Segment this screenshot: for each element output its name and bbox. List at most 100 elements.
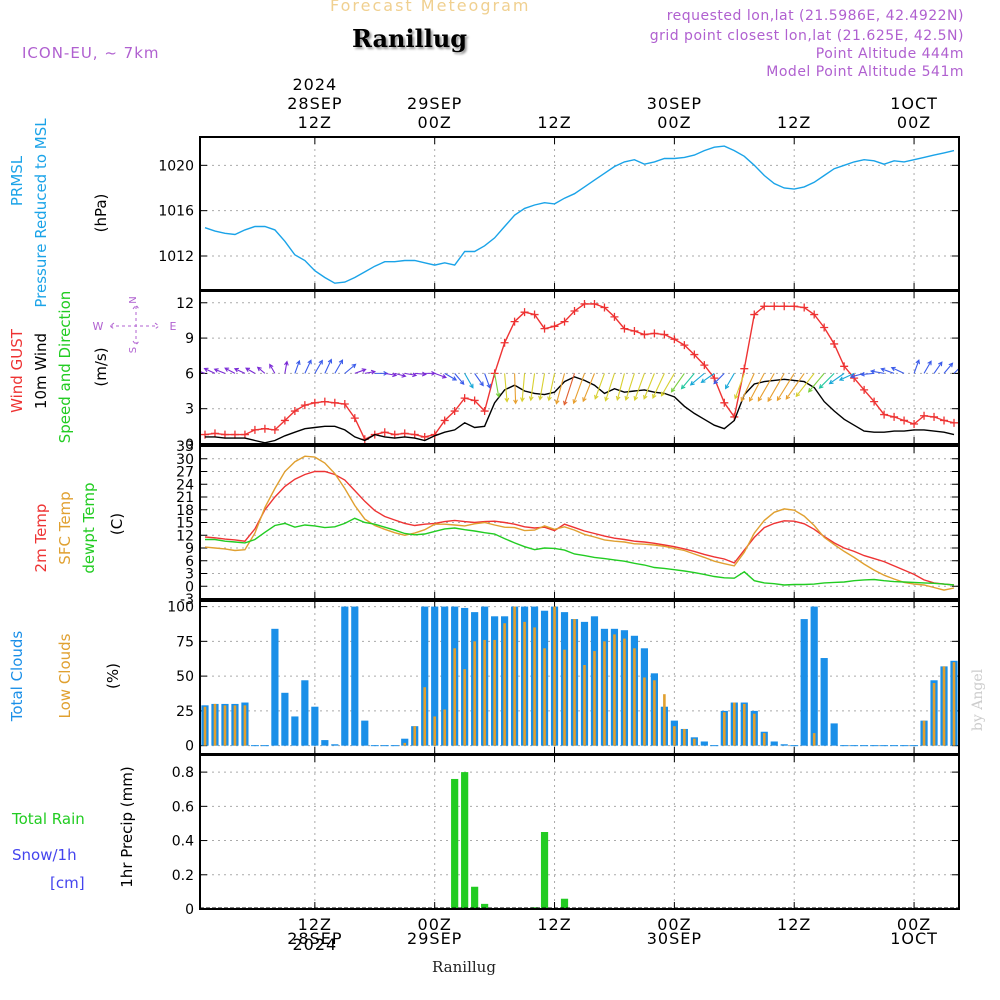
top-date-label: 28SEP	[287, 94, 342, 113]
low_clouds-bar	[732, 702, 736, 746]
gust-marker	[590, 299, 599, 308]
wind-direction-arrow	[913, 359, 921, 374]
panel-frame	[199, 445, 960, 600]
gust-axis-label: Wind GUST	[8, 328, 26, 413]
compass-east: E	[170, 320, 177, 333]
bottom-hour-label: 00Z	[657, 915, 691, 934]
wind-direction-arrow	[933, 361, 943, 374]
wind-direction-arrow	[384, 372, 398, 378]
dewpt-axis-label: dewpt Temp	[80, 482, 98, 573]
y-tick-label: 24	[176, 477, 194, 493]
wind-direction-arrow	[757, 373, 775, 402]
meteogram-title: Forecast Meteogram	[330, 0, 531, 15]
pressure-axis-label-1: PRMSL	[8, 155, 26, 206]
wind-direction-arrow	[785, 373, 805, 400]
rain-bar	[461, 772, 469, 909]
gust-marker	[540, 324, 549, 333]
low_clouds-bar	[623, 638, 626, 746]
gust-marker	[920, 411, 929, 420]
gust-marker	[310, 398, 319, 407]
gust-marker	[350, 414, 359, 423]
wind-direction-arrow	[572, 373, 586, 405]
wind-direction-arrow	[344, 363, 357, 374]
panel-data	[204, 455, 955, 591]
wind-direction-arrow	[547, 373, 556, 402]
clouds-unit-label: (%)	[104, 663, 122, 689]
wind-direction-arrow	[513, 373, 518, 405]
wind-direction-arrow	[474, 373, 484, 387]
bottom-hour-label: 12Z	[298, 915, 332, 934]
y-tick-label: 12	[176, 296, 194, 312]
y-tick-label: 9	[185, 541, 194, 557]
gust-marker	[320, 397, 329, 406]
wind-direction-arrow	[828, 372, 845, 385]
wind-direction-arrow	[748, 373, 765, 402]
y-tick-label: 0.2	[172, 868, 194, 884]
panel-4: 0 25 50 75 100	[167, 600, 960, 755]
compass-south: S	[128, 347, 139, 353]
top-hour-label: 12Z	[298, 113, 332, 132]
y-tick-label: 50	[176, 669, 194, 685]
y-tick-label: 0	[185, 437, 194, 453]
gust-marker	[640, 330, 649, 339]
wind-direction-arrow	[224, 367, 236, 374]
wind-direction-arrow	[484, 373, 492, 389]
model-point-altitude: Model Point Altitude 541m	[766, 64, 964, 80]
gust-marker	[400, 429, 409, 438]
wind-direction-arrow	[643, 373, 655, 400]
wind-direction-arrow	[767, 373, 785, 403]
rain-bar	[481, 903, 489, 909]
wind-direction-arrow	[213, 368, 226, 374]
tsfc-line	[204, 455, 955, 591]
wind-direction-arrow	[725, 373, 735, 390]
low-clouds-axis-label: Low Clouds	[56, 633, 74, 718]
top-hour-label: 12Z	[537, 113, 571, 132]
gust-marker	[480, 407, 489, 416]
y-tick-label: 1016	[158, 204, 194, 220]
low_clouds-bar	[663, 694, 666, 746]
wind-direction-arrow	[795, 373, 815, 398]
low_clouds-bar	[493, 639, 496, 746]
grid-point-lonlat: grid point closest lon,lat (21.625E, 42.…	[649, 28, 964, 44]
low_clouds-bar	[213, 703, 217, 746]
gust-marker	[300, 401, 309, 410]
wind-direction-arrow	[740, 373, 755, 402]
panel-data	[204, 145, 955, 284]
gust-marker	[950, 418, 959, 427]
panel-frame	[199, 136, 960, 291]
gust-marker	[220, 430, 229, 439]
gust-marker	[660, 330, 669, 339]
low_clouds-bar	[942, 666, 946, 746]
y-tick-label: 9	[185, 331, 194, 347]
gust-marker	[560, 317, 569, 326]
wind-direction-arrow	[660, 373, 675, 397]
y-tick-label: 1012	[158, 249, 194, 265]
gust-marker	[790, 302, 799, 311]
y-tick-label: 0.6	[172, 799, 194, 815]
gust-marker	[280, 416, 289, 425]
bottom-date-label: 29SEP	[407, 929, 462, 948]
low_clouds-bar	[922, 720, 926, 746]
total_clouds-bar	[301, 680, 309, 746]
total_clouds-bar	[800, 619, 808, 746]
gust-marker	[890, 412, 899, 421]
wind-direction-arrow	[554, 373, 566, 405]
wind-direction-arrow	[689, 372, 705, 386]
low_clouds-bar	[523, 621, 526, 746]
low_clouds-bar	[423, 687, 427, 746]
wind-direction-arrow	[314, 359, 323, 374]
gust-marker	[830, 339, 839, 348]
top-hour-label: 12Z	[777, 113, 811, 132]
station-name: Ranillug	[352, 24, 468, 53]
gust-marker	[500, 338, 509, 347]
total_clouds-bar	[341, 606, 349, 746]
compass-rose-icon	[109, 304, 160, 346]
low_clouds-bar	[513, 606, 516, 746]
gust-marker	[260, 424, 269, 433]
wind-direction-arrow	[404, 372, 418, 378]
total_clouds-bar	[401, 738, 409, 746]
wind-direction-arrow	[734, 373, 745, 400]
wind-direction-arrow	[434, 372, 447, 379]
wind-direction-arrow	[454, 373, 465, 386]
